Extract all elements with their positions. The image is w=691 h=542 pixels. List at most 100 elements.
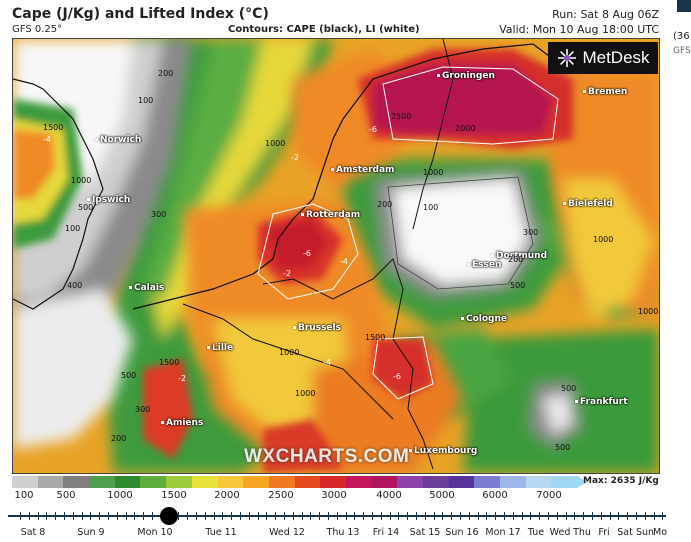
timeline-tick xyxy=(37,512,39,520)
colorbar-segment xyxy=(12,476,38,488)
timeline-tick xyxy=(486,512,488,520)
colorbar-segment xyxy=(345,476,372,488)
li-contour xyxy=(257,203,359,300)
timeline-day-label[interactable]: Wed xyxy=(549,527,571,538)
timeline-handle[interactable] xyxy=(160,507,178,525)
timeline-tick xyxy=(592,512,593,520)
timeline-tick xyxy=(574,512,576,520)
field-white-sw xyxy=(13,289,133,449)
timeline-tick xyxy=(266,512,268,520)
field-yellow-bielefeld xyxy=(563,179,653,319)
timeline-tick xyxy=(222,512,224,520)
city-dot-icon xyxy=(409,449,412,452)
timeline-day-label[interactable]: Mon 17 xyxy=(485,527,521,538)
colorbar-segment xyxy=(371,476,398,488)
city-bielefeld: Bielefeld xyxy=(563,199,613,209)
timeline-day-label[interactable]: Fri 14 xyxy=(372,527,400,538)
city-calais: Calais xyxy=(129,283,164,293)
timeline-tick xyxy=(565,512,567,520)
li-label: -6 xyxy=(369,125,377,134)
field-green-inner xyxy=(143,39,263,299)
timeline-tick xyxy=(556,512,558,520)
city-rotterdam: Rotterdam xyxy=(301,210,360,220)
timeline-day-label[interactable]: Tue 11 xyxy=(205,527,237,538)
header-title: Cape (J/Kg) and Lifted Index (°C) xyxy=(12,6,269,22)
colorbar-tick-label: 3000 xyxy=(321,490,347,501)
timeline-tick xyxy=(380,512,382,520)
contour-label: 300 xyxy=(151,210,167,219)
timeline-day-label[interactable]: Fri xyxy=(598,527,610,538)
contour-label: 2000 xyxy=(455,124,476,133)
contour-label: 1500 xyxy=(43,123,64,132)
side-panel-tab[interactable] xyxy=(677,0,691,12)
model-label: GFS 0.25° xyxy=(12,24,63,35)
timeline-tick xyxy=(442,512,444,520)
timeline-tick xyxy=(187,512,189,520)
timeline-tick xyxy=(477,512,479,520)
timeline-day-label[interactable]: Tue xyxy=(527,527,545,538)
timeline-tick xyxy=(636,512,637,520)
timeline-day-label[interactable]: Mon 10 xyxy=(137,527,173,538)
contour-label: 1000 xyxy=(423,168,444,177)
li-label: -2 xyxy=(283,269,291,278)
colorbar-tick-label: 2500 xyxy=(268,490,294,501)
contour-label: 200 xyxy=(158,69,174,78)
colorbar-tick-label: 6000 xyxy=(482,490,508,501)
timeline-tick xyxy=(653,512,655,520)
timeline-day-label[interactable]: Sat 8 xyxy=(20,527,46,538)
contour-label: 500 xyxy=(78,203,94,212)
colorbar-segment xyxy=(89,476,115,488)
city-lille: Lille xyxy=(207,343,233,353)
field-red-south xyxy=(263,419,343,473)
timeline-day-label[interactable]: Sun 9 xyxy=(77,527,105,538)
timeline-tick xyxy=(134,512,136,520)
timeline-day-label[interactable]: Sat 15 xyxy=(409,527,441,538)
timeline-tick xyxy=(116,512,118,520)
timeline-tick xyxy=(424,512,426,520)
li-label: -4 xyxy=(43,135,51,144)
metdesk-logo-text: MetDesk xyxy=(582,48,650,67)
timeline-tick xyxy=(363,512,365,520)
contour-label: 1000 xyxy=(265,139,286,148)
weather-map[interactable]: Groningen Bremen Norwich Amsterdam Biele… xyxy=(12,38,660,474)
city-dot-icon xyxy=(491,254,494,257)
contour-label: 400 xyxy=(67,281,83,290)
city-dot-icon xyxy=(293,326,296,329)
colorbar-tick-label: 5000 xyxy=(429,490,455,501)
timeline-tick xyxy=(275,512,277,520)
city-cologne: Cologne xyxy=(461,314,507,324)
border-fr-be xyxy=(182,303,394,420)
city-dortmund: Dortmund xyxy=(491,251,547,261)
contour-label: 1000 xyxy=(71,176,92,185)
timeline-tick xyxy=(512,512,514,520)
timeline-day-label[interactable]: Sat xyxy=(617,527,633,538)
colorbar-tick-label: 4000 xyxy=(376,490,402,501)
timeline-tick xyxy=(354,512,356,520)
contours-label: Contours: CAPE (black), LI (white) xyxy=(228,24,420,35)
metdesk-logo: MetDesk xyxy=(548,42,658,74)
city-dot-icon xyxy=(461,317,464,320)
timeline-tick xyxy=(257,512,259,520)
watermark: WXCHARTS.COM xyxy=(244,446,410,467)
timeline-day-label[interactable]: Thu xyxy=(573,527,591,538)
timeline-day-label[interactable]: Thu 13 xyxy=(326,527,360,538)
timeline-tick xyxy=(72,512,74,520)
colorbar-segment xyxy=(320,476,346,488)
city-dot-icon xyxy=(467,263,470,266)
timeline-tick xyxy=(600,512,602,520)
timeline-day-label[interactable]: Mo xyxy=(652,527,668,538)
colorbar-arrow-icon xyxy=(577,476,587,488)
city-luxembourg: Luxembourg xyxy=(409,446,477,456)
timeline-day-label[interactable]: Sun xyxy=(635,527,655,538)
colorbar-max-label: Max: 2635 J/Kg xyxy=(583,476,659,486)
timeline-day-label[interactable]: Wed 12 xyxy=(269,527,305,538)
timeline-day-label[interactable]: Sun 16 xyxy=(445,527,479,538)
li-label: -4 xyxy=(323,358,331,367)
timeline-tick xyxy=(504,512,505,520)
timeline-tick xyxy=(99,512,101,520)
city-essen: Essen xyxy=(467,260,501,270)
colorbar-segment xyxy=(525,476,552,488)
contour-label: 1000 xyxy=(279,348,300,357)
field-orange-norwich xyxy=(13,129,55,199)
contour-label: 100 xyxy=(65,224,81,233)
